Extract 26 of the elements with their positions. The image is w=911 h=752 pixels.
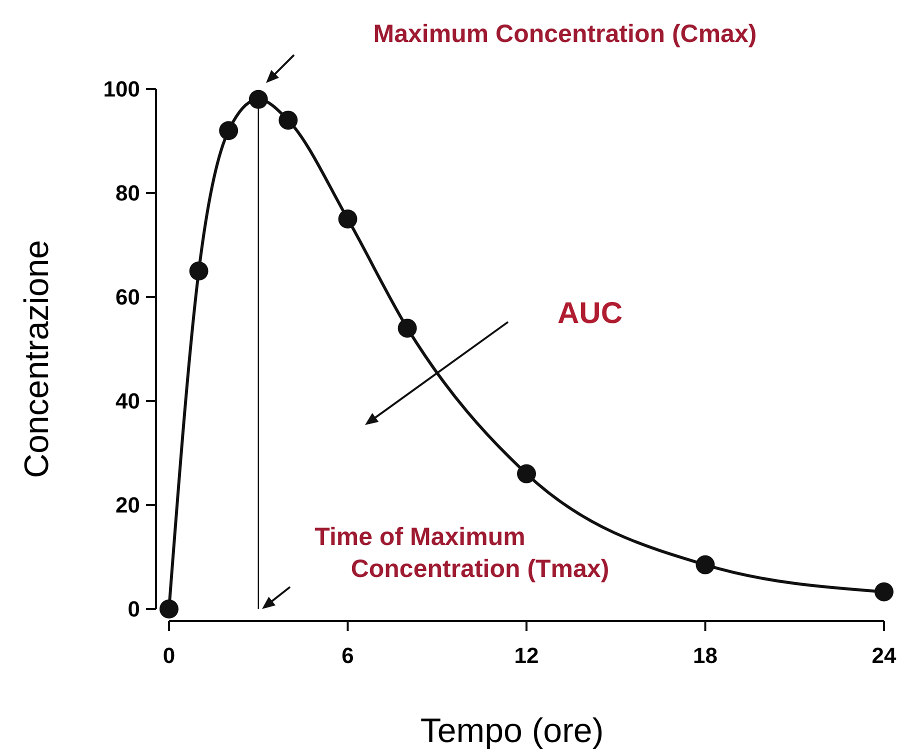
annotation: Time of Maximum Concentration (Tmax) (314, 523, 610, 583)
point (160, 600, 178, 618)
point (398, 318, 417, 338)
x-tick-label: 12 (514, 643, 539, 668)
point (338, 210, 358, 228)
y-tick-label: 40 (116, 388, 140, 414)
text: Maximum Concentration (Cmax) (373, 20, 757, 48)
y-tick-label: 60 (116, 284, 140, 310)
point (248, 90, 268, 109)
y-tick-label: 0 (128, 596, 140, 622)
point (219, 121, 238, 140)
x-tick-label: 6 (342, 643, 354, 668)
y-tick-label: 100 (103, 76, 140, 102)
point (696, 555, 715, 574)
point (874, 582, 894, 602)
y-tick-label: 20 (116, 492, 140, 518)
point (189, 262, 208, 280)
x-tick-label: 0 (162, 643, 176, 668)
y-tick-label: 80 (116, 180, 140, 206)
x-tick-label: 24 (872, 643, 897, 668)
point (517, 464, 536, 484)
y-axis-title: Concentrazione (18, 240, 56, 478)
x-axis-title: Tempo (ore) (420, 712, 604, 750)
annotation: AUC (558, 297, 622, 330)
x-tick-label: 18 (693, 643, 718, 668)
point (278, 110, 298, 130)
